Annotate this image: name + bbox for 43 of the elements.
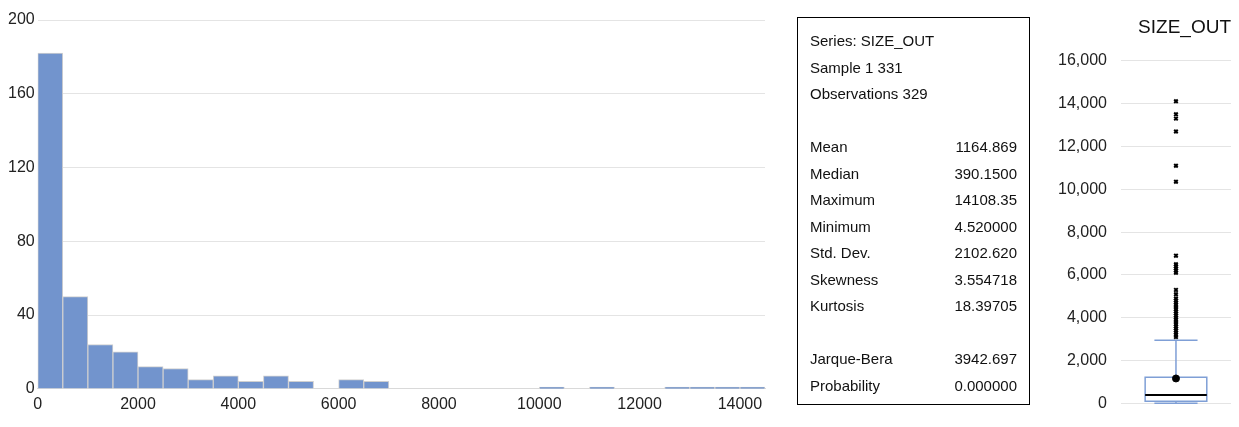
text: Observations 329 xyxy=(810,84,929,104)
y-tick-label: 4,000 xyxy=(1066,308,1108,326)
y-tick-label: 14,000 xyxy=(1058,94,1108,112)
category-label: Probability xyxy=(810,375,881,396)
text: Series: SIZE_OUT xyxy=(810,31,936,51)
data-label: 3.554718 xyxy=(954,269,1017,290)
category-label: Skewness xyxy=(810,269,879,290)
category-label: Kurtosis xyxy=(810,296,865,316)
data-label: 3942.697 xyxy=(954,349,1017,369)
y-tick-label: 160 xyxy=(7,84,35,102)
chart-title: SIZE_OUT xyxy=(1138,15,1232,38)
y-tick-label: 16,000 xyxy=(1058,51,1108,69)
data-label: 390.1500 xyxy=(954,163,1017,184)
text: Sample 1 331 xyxy=(810,57,904,78)
y-tick-label: 12,000 xyxy=(1058,136,1108,154)
x-tick-label: 8000 xyxy=(421,394,457,412)
y-tick-label: 200 xyxy=(7,10,35,28)
y-tick-label: 6,000 xyxy=(1066,265,1108,283)
category-label: Minimum xyxy=(810,216,871,237)
category-label: Median xyxy=(810,163,860,184)
y-tick-label: 2,000 xyxy=(1066,350,1108,368)
data-label: 0.000000 xyxy=(954,375,1017,396)
x-tick-label: 6000 xyxy=(320,394,357,412)
y-tick-label: 120 xyxy=(7,157,35,175)
x-tick-label: 2000 xyxy=(120,394,156,412)
x-tick-label: 10000 xyxy=(517,394,562,412)
data-label: 2102.620 xyxy=(954,243,1017,263)
x-tick-label: 4000 xyxy=(220,394,257,412)
data-label: 4.520000 xyxy=(954,216,1017,237)
y-tick-label: 0 xyxy=(25,379,35,397)
y-tick-label: 8,000 xyxy=(1066,222,1108,240)
category-label: Maximum xyxy=(810,190,876,210)
y-tick-label: 10,000 xyxy=(1058,179,1108,197)
x-tick-label: 12000 xyxy=(617,394,662,412)
x-tick-label: 14000 xyxy=(717,394,763,412)
data-label: 14108.35 xyxy=(954,190,1017,210)
category-label: Std. Dev. xyxy=(810,243,871,263)
y-tick-label: 80 xyxy=(16,231,35,249)
category-label: Jarque-Bera xyxy=(810,349,893,369)
data-label: 18.39705 xyxy=(954,296,1017,316)
data-label: 1164.869 xyxy=(955,137,1017,157)
category-label: Mean xyxy=(810,137,848,157)
y-tick-label: 40 xyxy=(16,305,35,323)
